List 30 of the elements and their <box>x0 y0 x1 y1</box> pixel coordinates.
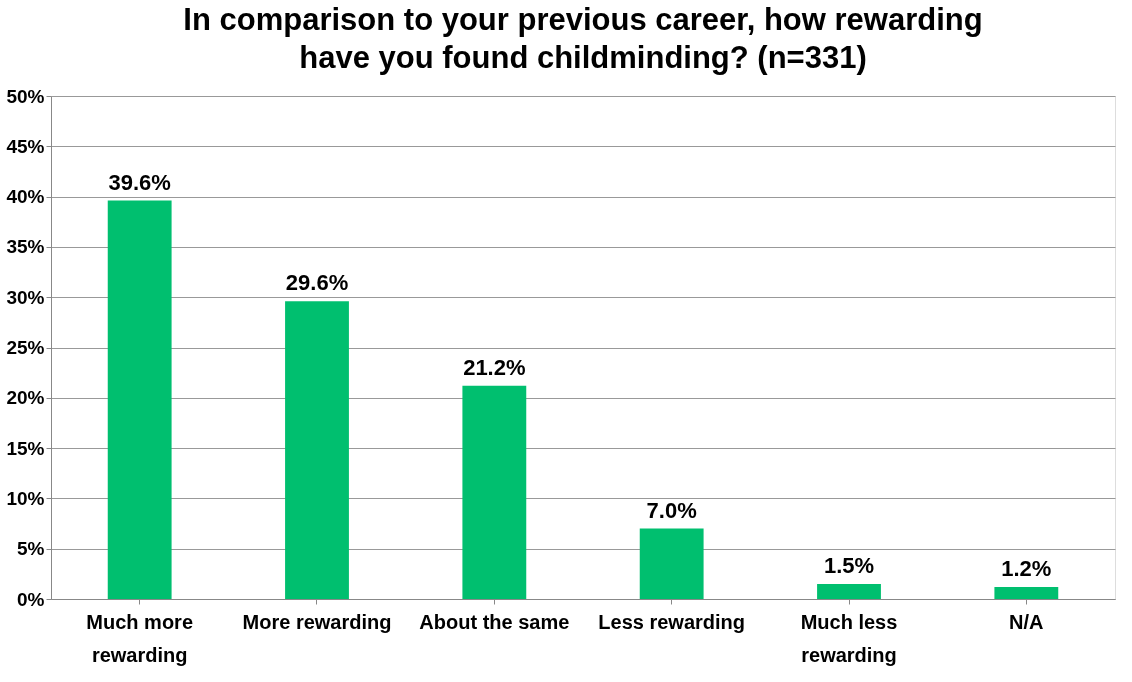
data-label: 29.6% <box>285 270 349 296</box>
x-tick-label: Much more rewarding <box>86 610 194 666</box>
y-tick-label: 45% <box>6 135 45 157</box>
data-label: 21.2% <box>463 354 526 380</box>
x-tick-label: N/A <box>1009 610 1044 633</box>
data-label: 39.6% <box>108 169 171 195</box>
y-tick-label: 40% <box>6 186 45 208</box>
x-tick-label: Much less rewarding <box>800 610 898 666</box>
bar <box>462 385 527 599</box>
x-tick-label: More rewarding <box>242 610 392 633</box>
y-tick-label: 5% <box>17 538 45 560</box>
x-tick-label: Less rewarding <box>598 610 746 633</box>
bar <box>107 200 172 599</box>
chart-title: In comparison to your previous career, how rewarding have you found childminding? (n=331) <box>183 2 983 75</box>
y-tick-label: 50% <box>6 85 45 107</box>
y-tick-label: 35% <box>6 236 45 258</box>
data-label: 7.0% <box>646 497 697 523</box>
data-label: 1.5% <box>823 552 875 578</box>
y-tick-label: 30% <box>6 286 45 308</box>
bar <box>639 528 704 599</box>
y-tick-label: 15% <box>6 437 45 459</box>
bar <box>994 586 1059 599</box>
y-tick-label: 25% <box>6 337 45 358</box>
data-label: 1.2% <box>1001 555 1052 581</box>
x-tick-label: About the same <box>419 610 570 633</box>
bar <box>817 583 881 599</box>
bar <box>285 301 349 599</box>
y-tick-label: 20% <box>6 387 45 409</box>
y-tick-label: 0% <box>17 588 45 610</box>
y-tick-label: 10% <box>6 487 45 509</box>
